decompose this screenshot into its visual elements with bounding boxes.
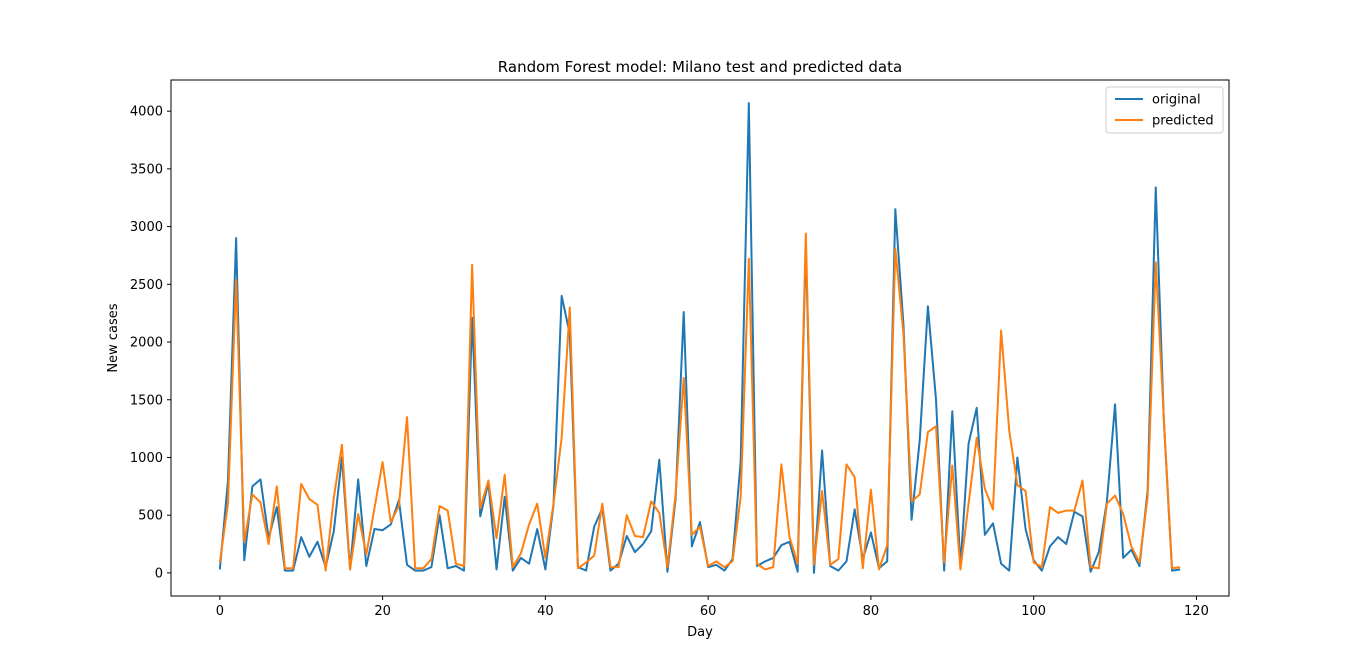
x-tick-label: 60 [700, 604, 717, 619]
y-tick-label: 2500 [130, 278, 163, 293]
x-axis-label: Day [687, 625, 713, 640]
legend-label-original: original [1152, 93, 1201, 108]
legend: original predicted [1105, 86, 1224, 134]
x-tick-label: 20 [374, 604, 391, 619]
series-line-original [218, 102, 1181, 574]
y-tick-label: 2000 [130, 336, 163, 351]
y-axis-label: New cases [106, 303, 121, 372]
x-tick-label: 80 [863, 604, 880, 619]
x-tick-label: 100 [1021, 604, 1046, 619]
y-tick-label: 3500 [130, 162, 163, 177]
y-tick-label: 1000 [130, 451, 163, 466]
y-tick-label: 4000 [130, 105, 163, 120]
y-tick-label: 0 [155, 566, 163, 581]
y-tick-label: 500 [138, 509, 163, 524]
x-tick-label: 40 [537, 604, 554, 619]
y-tick-label: 3000 [130, 220, 163, 235]
axes-frame [170, 79, 1230, 597]
series-line-predicted [218, 232, 1181, 572]
axis-ticks: 0 20 40 60 80 100 120 0 500 1000 1500 2000 2500 3000 3… [130, 105, 1209, 619]
x-tick-label: 0 [216, 604, 224, 619]
legend-label-predicted: predicted [1152, 114, 1214, 129]
chart-title: Random Forest model: Milano test and pre… [498, 58, 902, 76]
x-tick-label: 120 [1184, 604, 1209, 619]
y-tick-label: 1500 [130, 393, 163, 408]
plot-area [218, 102, 1181, 574]
